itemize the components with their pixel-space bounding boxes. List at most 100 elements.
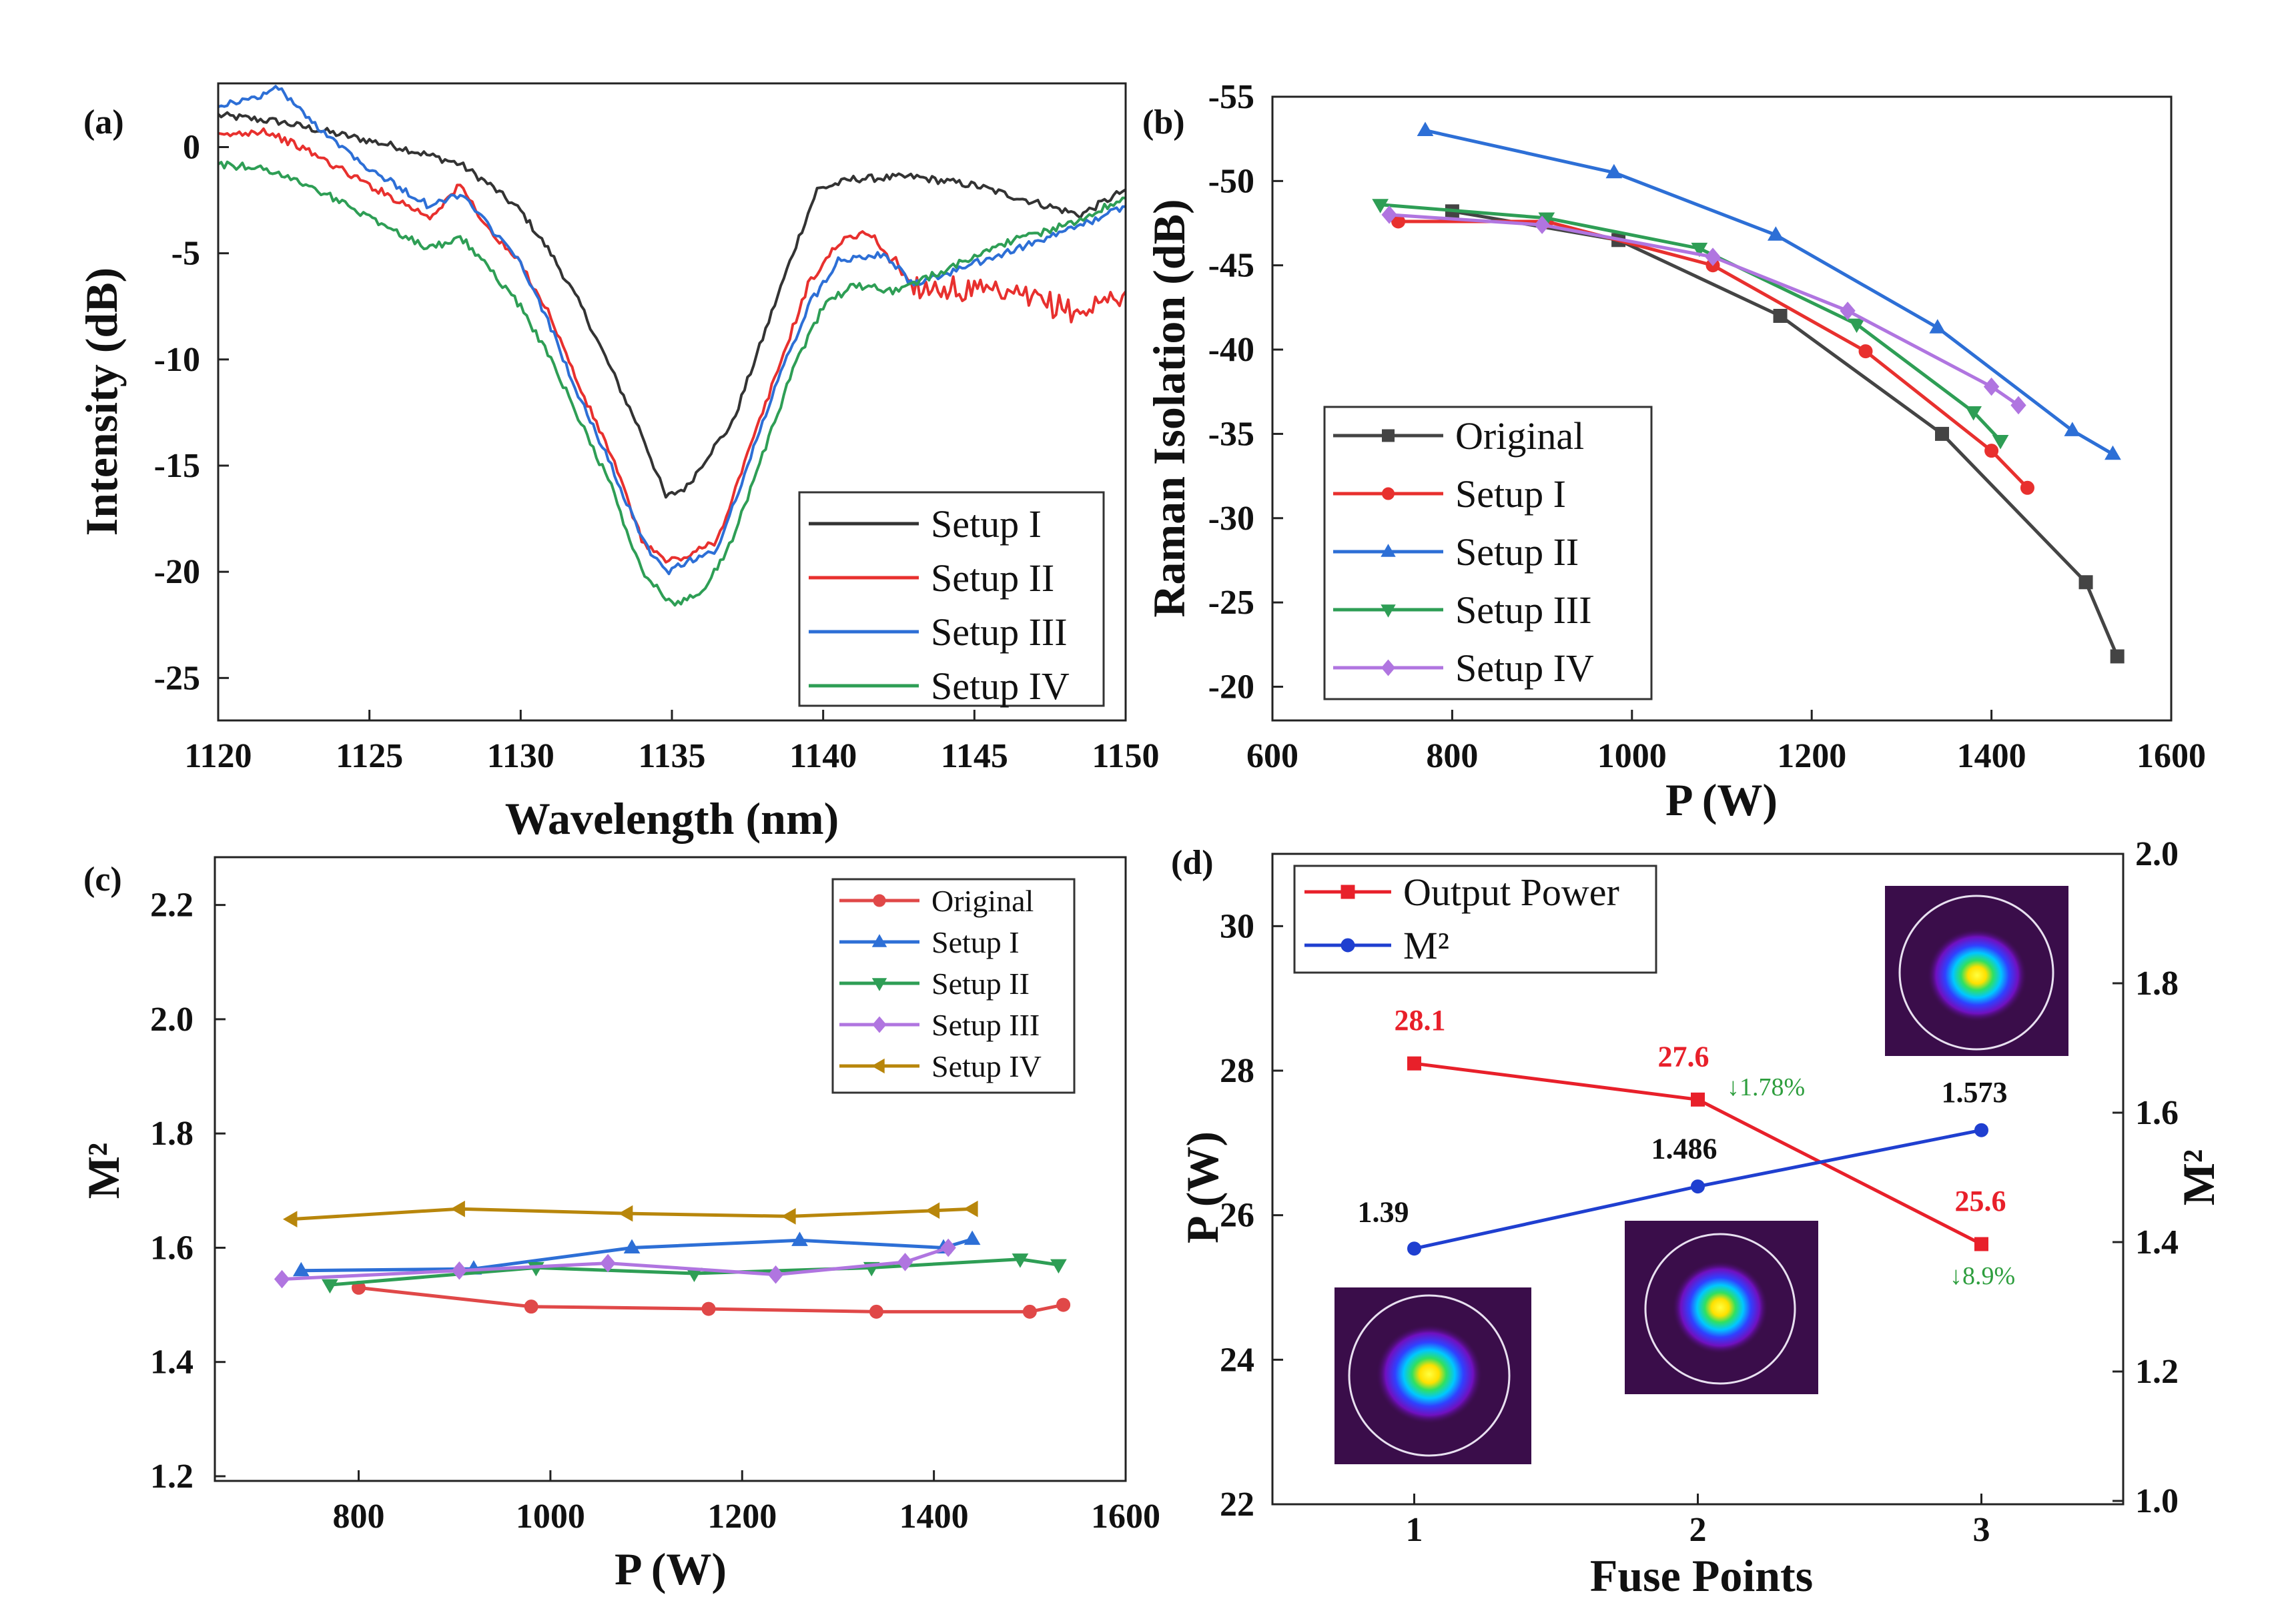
panel-b-legend-marker (1382, 429, 1395, 442)
panel-b-x-tick-label: 1600 (2137, 737, 2206, 775)
panel-c-point (781, 1207, 796, 1225)
panel-b-legend-label: Original (1455, 414, 1584, 458)
panel-b-frame (1271, 95, 2173, 722)
panel-c-point (869, 1304, 883, 1319)
panel-d-right-y-ticks: 1.0 1.2 1.4 1.6 1.8 2.0 (2113, 835, 2179, 1520)
panel-d-x-tick-label: 2 (1689, 1511, 1707, 1549)
panel-c-legend-marker (873, 894, 886, 907)
panel-b-point (2010, 396, 2026, 415)
panel-b-point (1773, 309, 1788, 324)
panel-c-point (274, 1269, 290, 1289)
panel-b-series-3 (1425, 129, 2114, 456)
panel-b-y-tick-label: -25 (1208, 584, 1254, 622)
panel-d-right-y-tick-label: 1.0 (2135, 1482, 2179, 1520)
panel-d-y-axis-label: P (W) (1177, 1131, 1228, 1243)
panel-b-legend-label: Setup I (1455, 472, 1566, 516)
panel-a-x-tick-label: 1140 (789, 737, 857, 775)
panel-d-point (1974, 1237, 1988, 1251)
panel-b-y-tick-label: -20 (1208, 668, 1254, 706)
panel-c-series-5 (291, 1207, 973, 1221)
panel-d-right-y-axis-label: M² (2173, 1149, 2224, 1206)
panel-d-legend-marker (1341, 938, 1355, 953)
panel-b-y-tick-label: -55 (1208, 78, 1254, 116)
panel-b-y-tick-label: -50 (1208, 162, 1254, 200)
panel-d-point (1691, 1179, 1705, 1194)
panel-a-x-tick-label: 1145 (941, 737, 1008, 775)
panel-b-y-tick-label: -40 (1208, 331, 1254, 369)
panel-a-legend-label: Setup I (931, 502, 1042, 546)
panel-d-series: 28.1 27.6 25.6 1.39 1.486 1.573 (1358, 1004, 2008, 1256)
panel-c-legend-marker (871, 978, 887, 991)
panel-c-point (964, 1200, 978, 1217)
panel-c-legend-label: Setup III (931, 1008, 1040, 1042)
panel-c-label: (c) (83, 861, 122, 899)
panel-d-y-tick-label: 24 (1220, 1341, 1254, 1379)
panel-a-y-tick-label: -10 (154, 341, 200, 379)
panel-b-x-tick-label: 600 (1246, 737, 1298, 775)
panel-b-point (1965, 406, 1982, 421)
panel-a-legend-box (798, 491, 1105, 707)
panel-d-legend-marker (1341, 885, 1355, 899)
panel-a-x-tick-label: 1135 (638, 737, 705, 775)
beam-profile-inset-1 (1334, 1287, 1531, 1464)
panel-c-legend-label: Setup IV (931, 1049, 1042, 1083)
panel-c-y-tick-label: 1.6 (150, 1229, 194, 1267)
panel-a: (a) 1120 1125 1130 1135 1140 1145 1150 0 -5 -10 -… (76, 82, 1160, 844)
panel-b-point (1929, 319, 1946, 334)
panel-c-legend-marker (871, 934, 887, 947)
panel-b-series-4 (1380, 203, 2002, 442)
panel-b-legend-marker (1382, 487, 1395, 500)
panel-d-right-y-tick-label: 1.8 (2135, 965, 2179, 1003)
panel-c-point (322, 1279, 338, 1294)
panel-b-y-ticks: -55 -50 -45 -40 -35 -30 -25 -20 (1208, 78, 1283, 706)
panel-c-point (791, 1231, 808, 1246)
panel-c-point (1056, 1297, 1071, 1312)
panel-d-data-label: 27.6 (1658, 1040, 1709, 1073)
panel-c-point (1012, 1253, 1029, 1268)
panel-b-y-tick-label: -30 (1208, 500, 1254, 538)
panel-c-legend-label: Setup I (931, 925, 1020, 959)
panel-d-point (1691, 1092, 1705, 1107)
panel-c-point (618, 1205, 633, 1222)
panel-c-legend-label: Setup II (931, 967, 1030, 1001)
panel-b-point (2020, 480, 2034, 495)
panel-c-y-tick-label: 1.4 (150, 1343, 194, 1382)
panel-c: (c) 800 1000 1200 1400 1600 1.2 1.4 1.6 1.8 2.0 2… (78, 856, 1160, 1594)
panel-a-legend-label: Setup IV (931, 664, 1070, 708)
panel-a-y-tick-label: -5 (171, 235, 200, 273)
panel-d-right-y-tick-label: 1.6 (2135, 1094, 2179, 1132)
panel-c-point (450, 1200, 465, 1217)
beam-profile-inset-3 (1885, 886, 2068, 1056)
panel-b-point (1417, 121, 1434, 137)
panel-b-point (1935, 426, 1950, 441)
panel-a-x-tick-label: 1125 (336, 737, 403, 775)
panel-c-point (1050, 1259, 1067, 1274)
panel-d-y-tick-label: 26 (1220, 1197, 1254, 1235)
panel-c-x-tick-label: 1600 (1091, 1498, 1160, 1536)
panel-d-y-ticks: 22 24 26 28 30 (1220, 907, 1283, 1524)
panel-a-y-tick-label: 0 (183, 129, 200, 167)
panel-d-x-ticks: 1 2 3 (1406, 1494, 1990, 1549)
panel-a-series-4 (217, 160, 1126, 607)
panel-c-point (1022, 1304, 1037, 1319)
power-drop-note-2: ↓8.9% (1950, 1262, 2015, 1290)
panel-a-y-ticks: 0 -5 -10 -15 -20 -25 (154, 129, 229, 697)
panel-b-point (1381, 205, 1397, 224)
panel-d-x-axis-label: Fuse Points (1590, 1550, 1813, 1601)
panel-d-point (1974, 1123, 1988, 1137)
panel-c-series-4 (282, 1246, 949, 1281)
panel-b-legend-marker (1381, 659, 1396, 676)
panel-c-y-tick-label: 2.2 (150, 887, 194, 925)
panel-c-frame (214, 856, 1127, 1482)
panel-b-point (1691, 242, 1708, 257)
panel-d-right-y-tick-label: 1.4 (2135, 1223, 2179, 1261)
panel-a-legend-label: Setup II (931, 556, 1054, 600)
panel-b-point (1840, 302, 1856, 320)
beam-profile-inset-2 (1625, 1221, 1818, 1394)
panel-c-y-ticks: 1.2 1.4 1.6 1.8 2.0 2.2 (150, 887, 226, 1496)
panel-b-point (1983, 377, 2000, 396)
panel-c-series (274, 1200, 1071, 1319)
panel-b-point (1605, 163, 1623, 179)
panel-d-x-tick-label: 3 (1973, 1511, 1990, 1549)
